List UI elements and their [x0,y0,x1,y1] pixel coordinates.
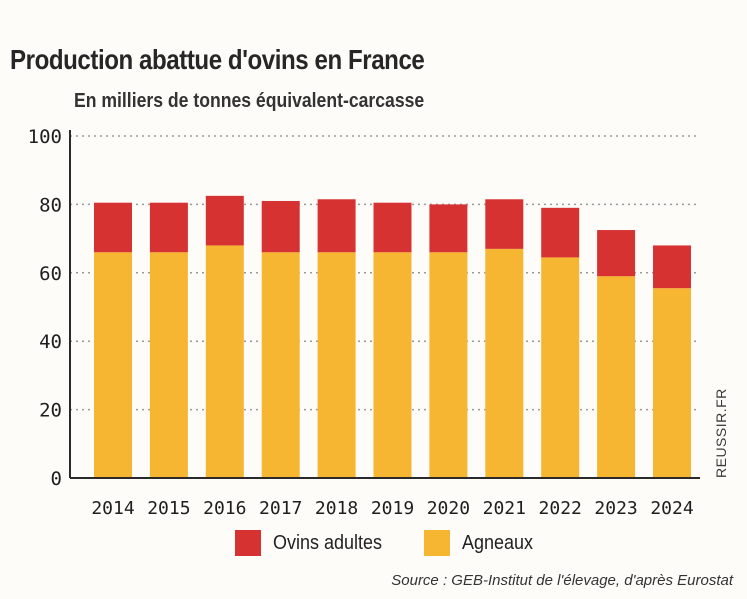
y-tick-label-80: 80 [39,194,62,216]
bar-ovins-adultes-2022 [541,207,580,258]
bar-ovins-adultes-2018 [317,199,356,253]
x-tick-label-2018: 2018 [315,498,358,519]
x-tick-label-2023: 2023 [594,498,637,519]
bar-ovins-adultes-2020 [429,204,468,253]
source-note: Source : GEB-Institut de l'élevage, d'ap… [391,572,733,589]
bar-agneaux-2019 [373,252,412,478]
bar-agneaux-2018 [317,252,356,478]
bar-ovins-adultes-2016 [205,195,244,246]
watermark: REUSSIR.FR [713,388,729,478]
bar-agneaux-2020 [429,252,468,478]
x-tick-label-2015: 2015 [147,498,190,519]
bar-ovins-adultes-2017 [261,200,300,253]
bar-agneaux-2021 [485,248,524,478]
bar-agneaux-2023 [597,276,636,478]
x-tick-label-2020: 2020 [427,498,470,519]
bar-agneaux-2017 [261,252,300,478]
bar-ovins-adultes-2024 [653,245,691,289]
bar-agneaux-2016 [205,245,244,478]
y-tick-label-100: 100 [28,126,62,148]
bar-agneaux-2024 [653,288,691,478]
legend-item-ovins-adultes: Ovins adultes [235,530,394,556]
y-tick-label-60: 60 [39,263,62,285]
x-tick-label-2014: 2014 [91,498,134,519]
bar-agneaux-2022 [541,257,580,478]
bar-ovins-adultes-2023 [597,230,636,277]
bar-ovins-adultes-2014 [94,202,132,253]
bar-ovins-adultes-2021 [485,199,524,249]
bar-ovins-adultes-2019 [373,202,412,253]
x-tick-label-2024: 2024 [650,498,693,519]
legend-item-agneaux: Agneaux [424,530,541,556]
bar-ovins-adultes-2015 [149,202,188,253]
y-tick-label-40: 40 [39,331,62,353]
legend-label-agneaux: Agneaux [462,531,534,554]
y-tick-label-20: 20 [39,400,62,422]
legend: Ovins adultes Agneaux [235,530,571,556]
legend-swatch-ovins-adultes [235,530,261,556]
legend-label-ovins-adultes: Ovins adultes [273,531,383,554]
x-tick-label-2017: 2017 [259,498,302,519]
legend-swatch-agneaux [424,530,451,556]
x-tick-label-2019: 2019 [371,498,414,519]
x-tick-label-2022: 2022 [539,498,582,519]
x-tick-label-2021: 2021 [483,498,526,519]
y-tick-label-0: 0 [51,468,62,490]
chart-title: Production abattue d'ovins en France [10,44,425,75]
x-tick-label-2016: 2016 [203,498,246,519]
bar-agneaux-2014 [94,252,132,478]
bar-agneaux-2015 [149,252,188,478]
chart-subtitle: En milliers de tonnes équivalent-carcass… [74,90,425,112]
